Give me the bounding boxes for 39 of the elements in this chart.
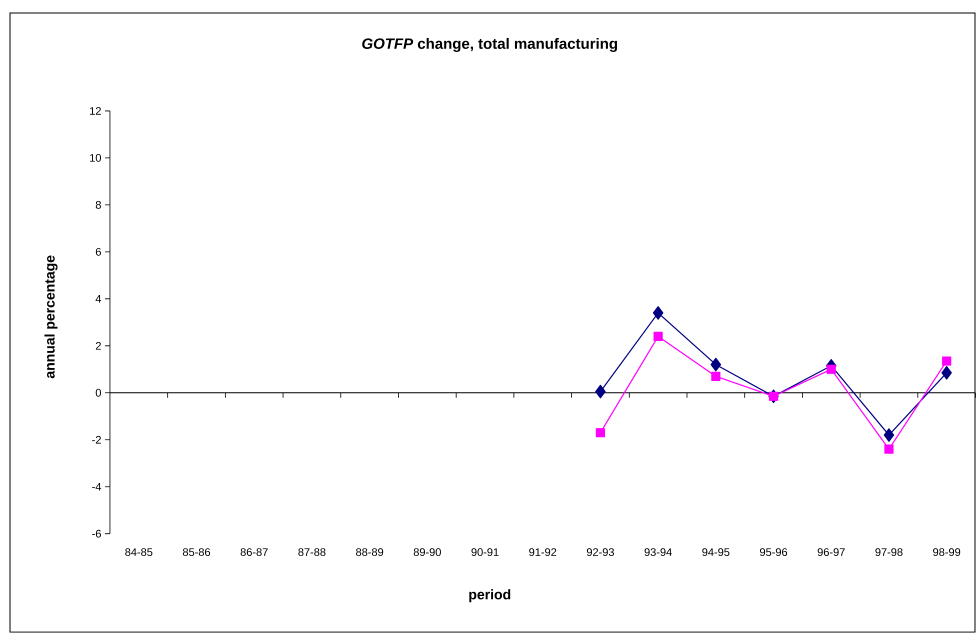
point bbox=[942, 356, 952, 366]
point bbox=[884, 428, 894, 442]
x-tick-label: 97-98 bbox=[875, 548, 903, 556]
x-tick-label: 89-90 bbox=[414, 548, 441, 556]
x-tick-label: 96-97 bbox=[818, 548, 845, 556]
point bbox=[595, 384, 606, 399]
x-tick-label: 95-96 bbox=[760, 548, 788, 556]
point bbox=[596, 428, 606, 438]
x-tick-label: 85-86 bbox=[182, 548, 210, 556]
x-tick-label: 93-94 bbox=[644, 548, 672, 556]
point bbox=[654, 332, 663, 342]
point bbox=[826, 364, 836, 374]
y-tick-label: 10 bbox=[90, 154, 102, 162]
x-tick-label: 90-91 bbox=[471, 548, 499, 556]
x-tick-label: 84-85 bbox=[125, 548, 152, 556]
x-tick-label: 88-89 bbox=[356, 548, 384, 556]
point bbox=[711, 372, 720, 382]
y-tick-label: 2 bbox=[96, 342, 101, 350]
y-axis-title: annual percentage bbox=[44, 256, 58, 378]
x-tick-label: 86-87 bbox=[240, 548, 268, 556]
y-tick-label: -4 bbox=[92, 483, 102, 491]
x-tick-label: 91-92 bbox=[529, 548, 556, 556]
y-tick-label: 6 bbox=[96, 248, 101, 256]
x-tick-label: 87-88 bbox=[298, 548, 326, 556]
point bbox=[652, 306, 664, 320]
point bbox=[884, 444, 894, 454]
chart-title: GOTFP change, total manufacturing bbox=[362, 38, 618, 52]
x-tick-label: 98-99 bbox=[933, 548, 960, 556]
point bbox=[941, 366, 952, 380]
x-axis-title: period bbox=[469, 589, 510, 602]
x-tick-label: 94-95 bbox=[702, 548, 730, 556]
y-tick-label: -2 bbox=[92, 436, 101, 444]
y-tick-label: 8 bbox=[96, 201, 101, 209]
x-tick-label: 92-93 bbox=[586, 548, 614, 556]
y-tick-label: -6 bbox=[92, 530, 101, 538]
y-tick-label: 12 bbox=[90, 107, 101, 115]
y-tick-label: 4 bbox=[96, 295, 102, 303]
y-tick-label: 0 bbox=[96, 389, 102, 397]
point bbox=[710, 358, 722, 372]
